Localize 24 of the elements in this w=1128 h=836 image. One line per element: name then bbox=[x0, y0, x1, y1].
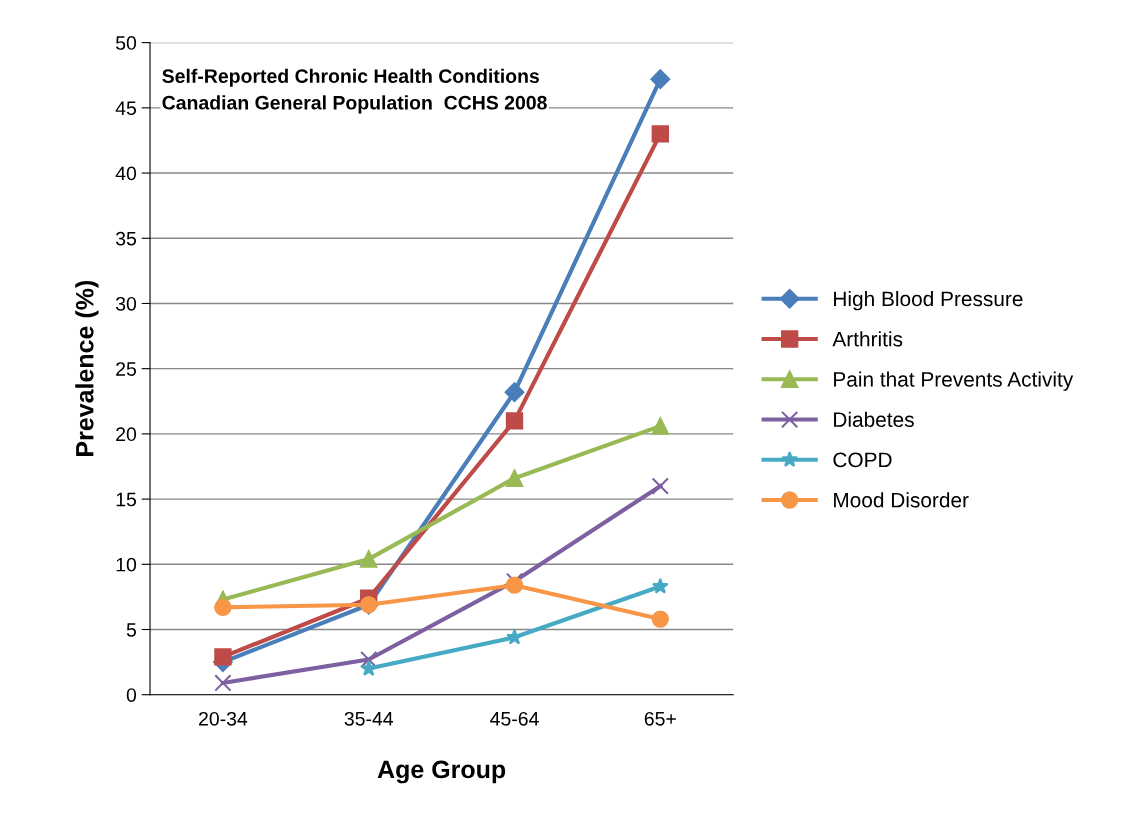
y-tick-label: 0 bbox=[126, 688, 137, 702]
x-tick-label: 45-64 bbox=[490, 711, 539, 726]
y-tick-label: 20 bbox=[116, 427, 137, 442]
legend-label: High Blood Pressure bbox=[834, 290, 1023, 311]
x-tick-label: 35-44 bbox=[344, 711, 394, 726]
x-axis-title: Age Group bbox=[377, 760, 506, 784]
x-tick-label: 65+ bbox=[644, 711, 676, 726]
legend-label: Diabetes bbox=[834, 411, 914, 427]
y-tick-label: 30 bbox=[115, 296, 137, 311]
x-tick-label: 20-34 bbox=[199, 711, 248, 726]
legend-label: Mood Disorder bbox=[834, 492, 969, 508]
legend-label: Arthritis bbox=[832, 331, 903, 347]
y-tick-label: 45 bbox=[115, 101, 137, 116]
y-tick-label: 25 bbox=[116, 362, 137, 376]
y-axis-title: Prevalence (%) bbox=[75, 280, 99, 456]
y-tick-label: 35 bbox=[115, 231, 137, 246]
y-tick-label: 5 bbox=[126, 623, 137, 637]
y-tick-label: 15 bbox=[116, 492, 137, 507]
text: Self-Reported Chronic Health Conditions Canadian General Population CCHS 2008 bbox=[162, 68, 547, 114]
y-tick-label: 10 bbox=[116, 557, 137, 572]
y-tick-label: 50 bbox=[115, 36, 137, 50]
y-tick-label: 40 bbox=[115, 166, 137, 181]
legend-label: Pain that Prevents Activity bbox=[834, 371, 1074, 391]
legend-label: COPD bbox=[833, 452, 892, 468]
